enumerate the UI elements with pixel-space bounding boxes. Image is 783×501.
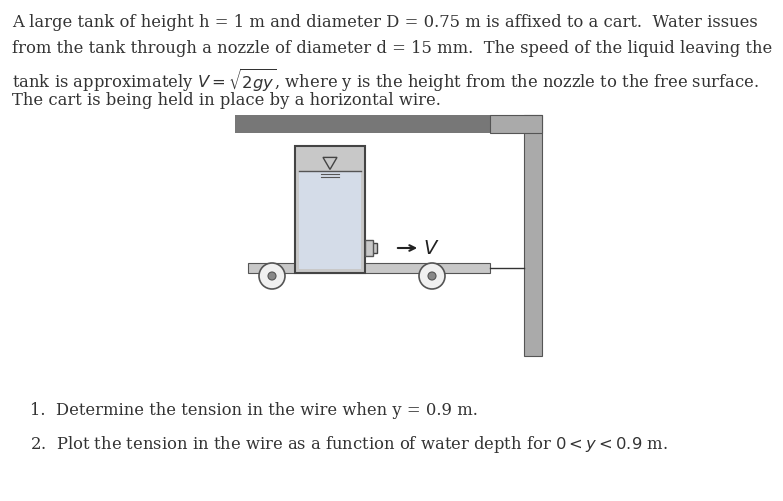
Bar — [248, 264, 490, 274]
Text: 2.  Plot the tension in the wire as a function of water depth for $0 < y < 0.9$ : 2. Plot the tension in the wire as a fun… — [30, 433, 668, 454]
Bar — [235, 116, 542, 134]
Bar — [365, 243, 377, 254]
Bar — [524, 116, 542, 356]
Bar — [490, 116, 542, 134]
Text: from the tank through a nozzle of diameter d = 15 mm.  The speed of the liquid l: from the tank through a nozzle of diamet… — [12, 40, 772, 57]
Text: 1.  Determine the tension in the wire when y = 0.9 m.: 1. Determine the tension in the wire whe… — [30, 401, 478, 418]
Circle shape — [259, 264, 285, 290]
Circle shape — [419, 264, 445, 290]
Bar — [299, 172, 361, 270]
Text: tank is approximately $V = \sqrt{2gy}$, where y is the height from the nozzle to: tank is approximately $V = \sqrt{2gy}$, … — [12, 66, 759, 94]
Circle shape — [268, 273, 276, 281]
Circle shape — [428, 273, 436, 281]
Text: The cart is being held in place by a horizontal wire.: The cart is being held in place by a hor… — [12, 92, 441, 109]
Text: A large tank of height h = 1 m and diameter D = 0.75 m is affixed to a cart.  Wa: A large tank of height h = 1 m and diame… — [12, 14, 758, 31]
Bar — [295, 147, 365, 274]
Polygon shape — [365, 240, 373, 257]
Text: $\mathit{V}$: $\mathit{V}$ — [423, 239, 439, 258]
